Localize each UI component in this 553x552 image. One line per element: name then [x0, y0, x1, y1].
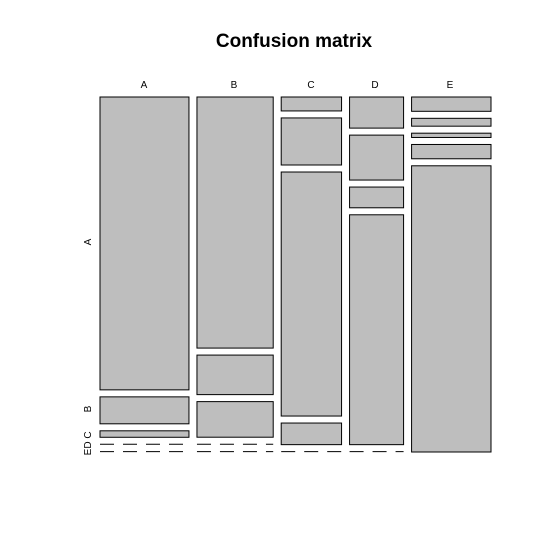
row-label-a: A — [83, 238, 94, 245]
row-label-b: B — [83, 405, 94, 412]
tile-c-d — [349, 186, 405, 209]
tile-d-c — [280, 422, 343, 446]
row-label-c: C — [83, 431, 94, 438]
column-labels: A B C D E — [141, 80, 454, 91]
mosaic-tiles — [99, 96, 492, 453]
tile-e-e — [411, 165, 492, 453]
column-label-a: A — [141, 80, 148, 91]
tile-d-d — [349, 214, 405, 446]
row-label-d: D — [83, 441, 94, 448]
tile-c-c — [280, 171, 343, 417]
tile-c-e — [411, 132, 492, 138]
tile-a-a — [99, 96, 190, 391]
tile-a-c — [280, 96, 343, 112]
tile-b-e — [411, 117, 492, 127]
tile-b-a — [99, 396, 190, 425]
tile-a-e — [411, 96, 492, 112]
column-label-e: E — [447, 80, 454, 91]
tile-c-a — [99, 430, 190, 438]
chart-title: Confusion matrix — [216, 31, 373, 52]
tile-b-d — [349, 134, 405, 181]
tile-b-b — [196, 354, 274, 396]
tile-c-b — [196, 401, 274, 438]
tile-a-d — [349, 96, 405, 129]
row-label-e: E — [83, 448, 94, 455]
tile-a-b — [196, 96, 274, 349]
row-labels: A B C D E — [83, 238, 94, 455]
column-label-b: B — [231, 80, 238, 91]
tile-d-e — [411, 143, 492, 160]
tile-b-c — [280, 117, 343, 166]
column-label-d: D — [371, 80, 378, 91]
column-label-c: C — [307, 80, 314, 91]
